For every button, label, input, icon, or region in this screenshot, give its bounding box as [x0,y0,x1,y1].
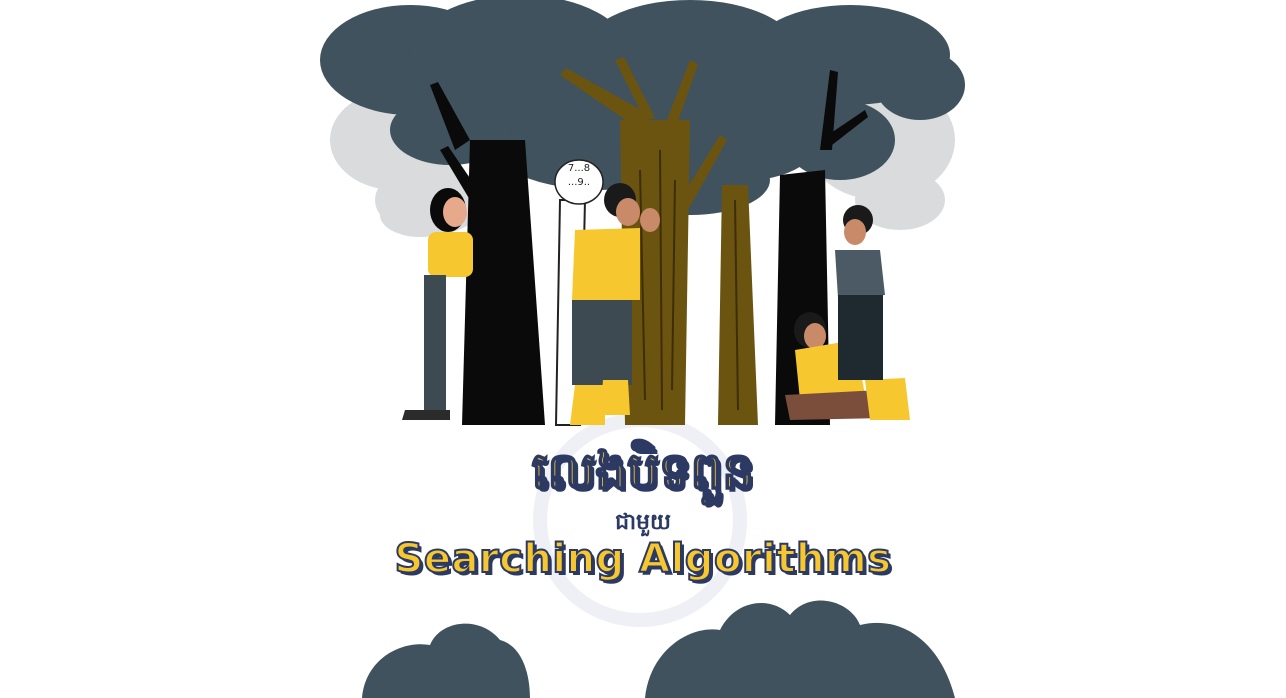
speech-bubble [554,159,604,205]
khmer-title: លេងបិទពួន [531,441,755,501]
khmer-subtitle: ជាមួយ [615,510,671,535]
girl-left-character [402,188,473,420]
foreground-bushes [362,600,955,698]
speech-bubble-text: 7...8 ...9.. [556,162,602,202]
english-title: Searching Algorithms [394,535,892,583]
speech-line-1: 7...8 [567,163,591,174]
boy-counting-character [570,183,660,425]
bark-lines [639,149,739,411]
speech-line-2: ...9.. [567,177,591,188]
black-tree-trunks [430,70,868,425]
boy-right-character [835,205,885,380]
